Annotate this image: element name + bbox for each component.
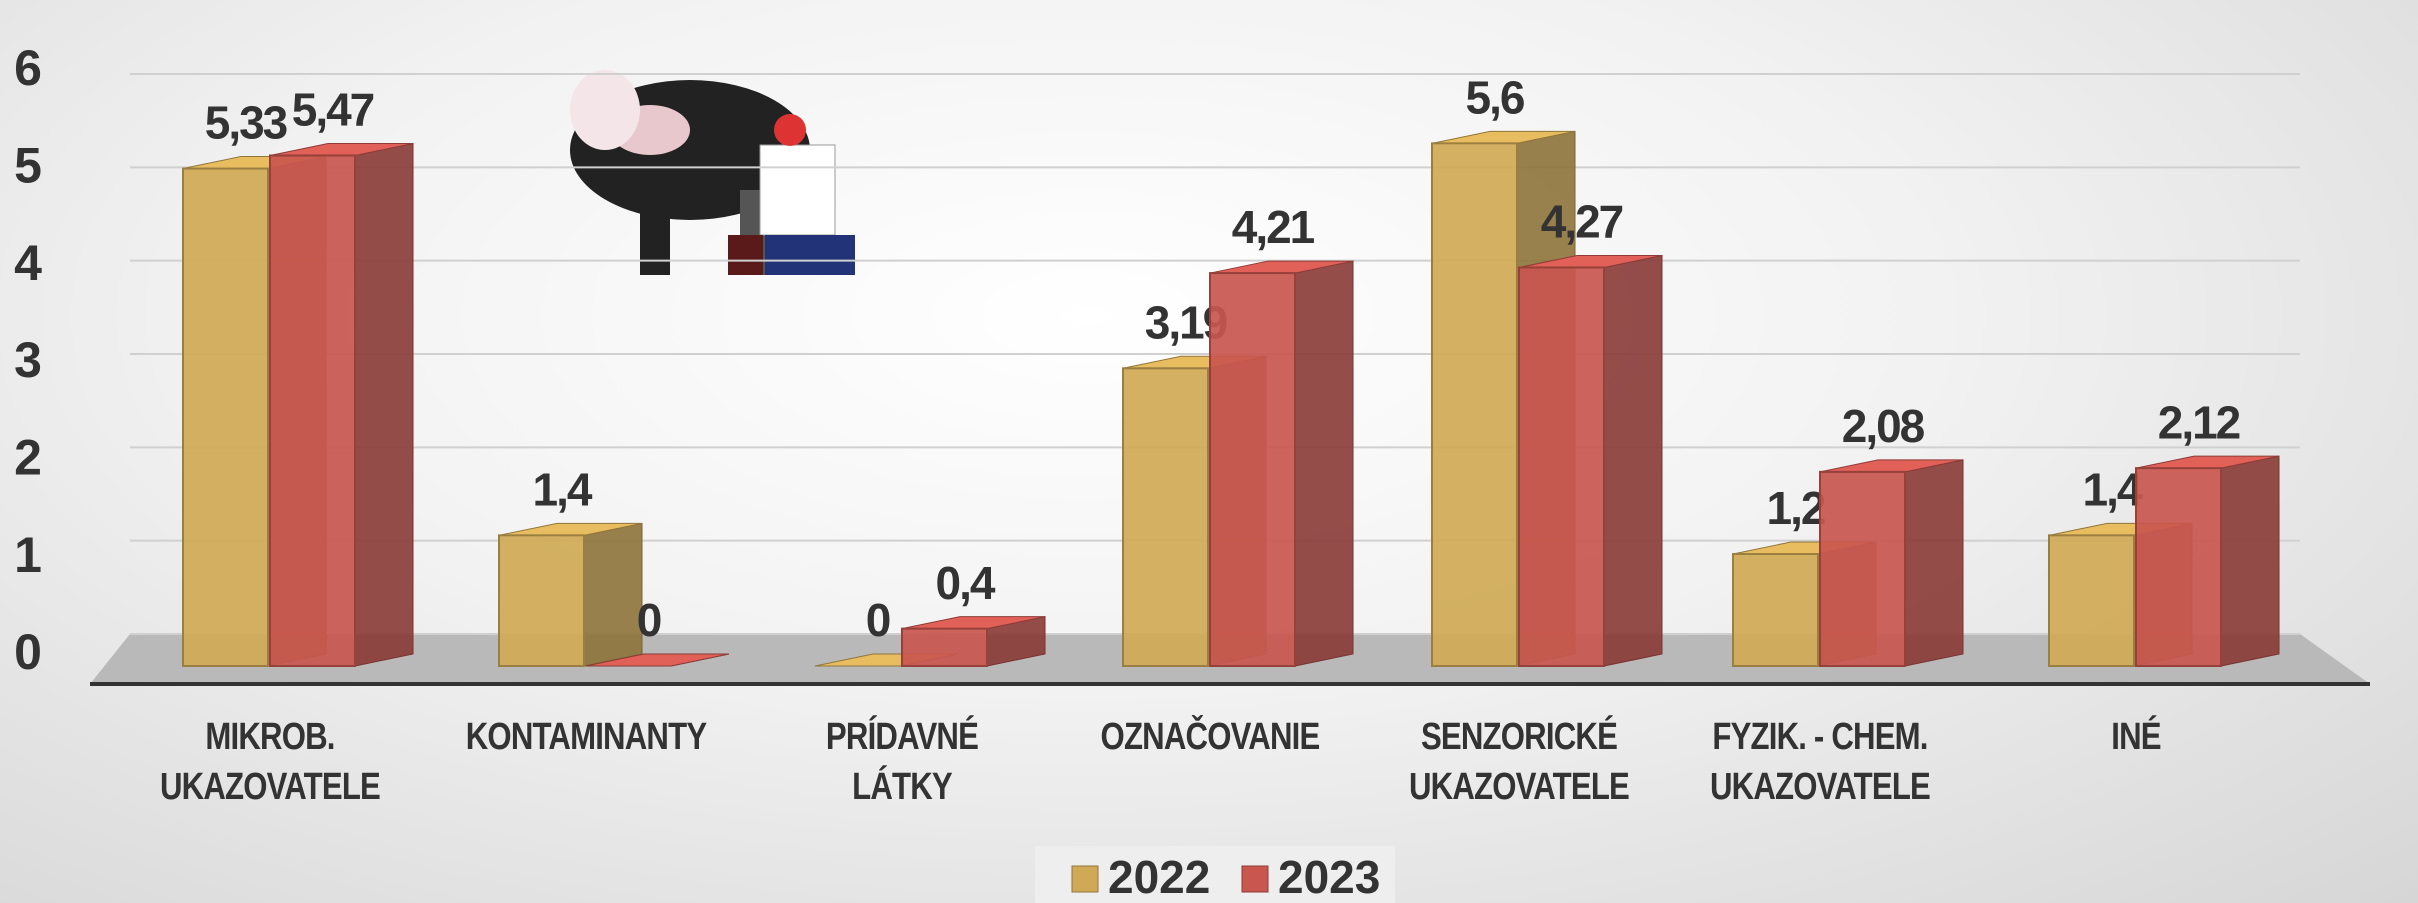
bar-side [1905,460,1963,666]
legend: 2022 2023 [1035,846,1395,903]
x-tick-label: KONTAMINANTY [463,712,709,762]
legend-label: 2022 [1108,851,1210,903]
value-label: 0 [637,594,661,646]
bar [1123,368,1208,666]
value-label: 2,08 [1842,400,1925,452]
y-tick-label: 1 [14,527,42,583]
bar [183,169,268,666]
x-tick-label: INÉ [2013,712,2259,762]
y-tick-label: 5 [14,138,42,194]
value-label: 5,33 [205,97,287,149]
value-label: 5,6 [1466,71,1524,123]
value-label: 1,4 [533,463,593,515]
x-tick-label: OZNAČOVANIE [1087,712,1333,762]
chart: 01234565,331,403,195,61,21,45,4700,44,21… [0,0,2418,903]
bar [1820,472,1905,666]
legend-swatch [1242,866,1268,892]
cow-illustration [570,70,855,275]
x-tick-label: SENZORICKÉ UKAZOVATELE [1396,712,1642,812]
y-tick-label: 4 [14,235,42,291]
bar-side [584,523,642,666]
bar-side [2221,456,2279,666]
value-label: 5,47 [292,84,374,136]
bar [2136,468,2221,666]
value-label: 4,21 [1232,201,1315,253]
value-label: 0 [866,594,890,646]
value-label: 4,27 [1541,196,1623,248]
x-tick-label: MIKROB. UKAZOVATELE [147,712,393,812]
bar [1210,273,1295,666]
legend-label: 2023 [1278,851,1380,903]
bar [270,155,355,666]
value-label: 1,2 [1767,482,1825,534]
y-tick-label: 6 [14,40,42,96]
bar [2049,535,2134,666]
bar [1432,143,1517,666]
bar [1519,267,1604,666]
y-tick-label: 3 [14,332,42,388]
bar [499,535,584,666]
x-tick-label: PRÍDAVNÉ LÁTKY [779,712,1025,812]
bar [1733,554,1818,666]
x-tick-label: FYZIK. - CHEM. UKAZOVATELE [1697,712,1943,812]
y-tick-label: 0 [14,624,42,680]
y-tick-label: 2 [14,430,42,486]
bar-side [355,143,413,666]
bar-side [1604,255,1662,666]
value-label: 0,4 [936,557,996,609]
bar-side [1295,261,1353,666]
value-label: 1,4 [2083,463,2143,515]
legend-swatch [1072,866,1098,892]
bar [902,629,987,666]
value-label: 2,12 [2158,396,2240,448]
